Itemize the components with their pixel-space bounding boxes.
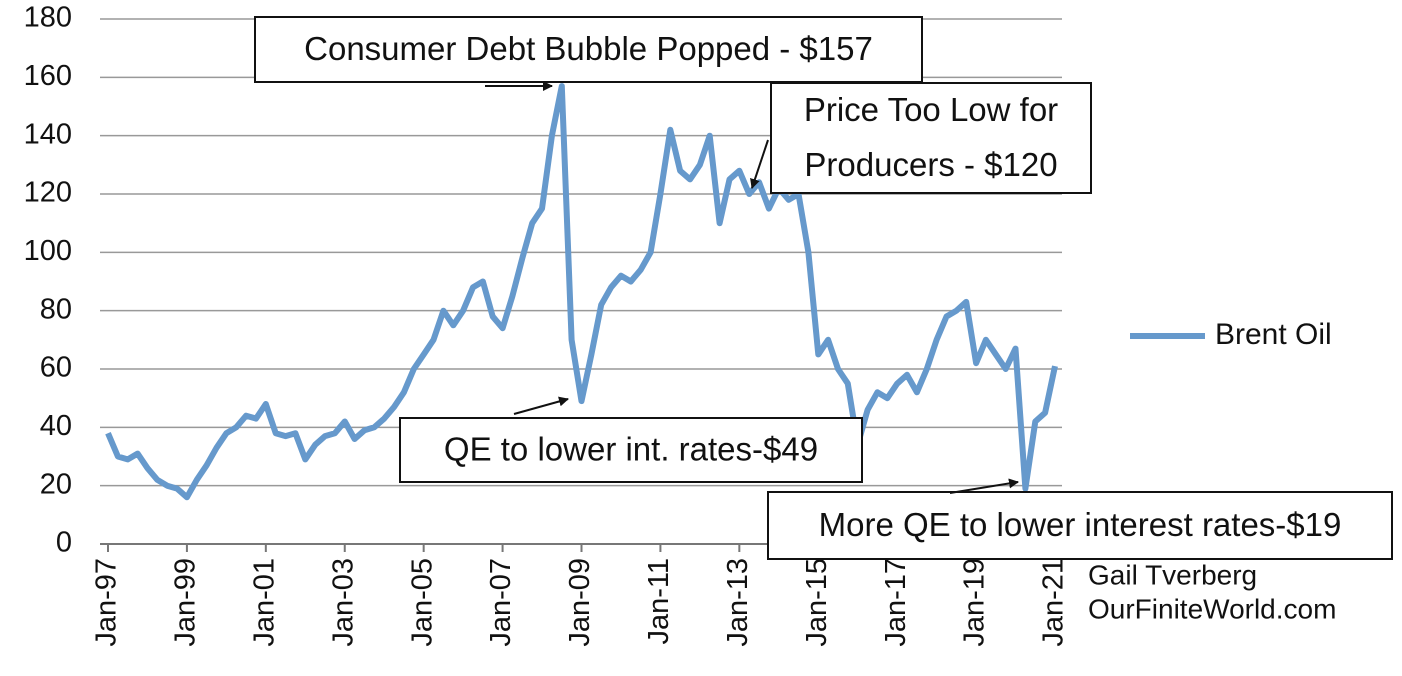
y-tick-label: 140 (24, 118, 72, 150)
x-tick-label: Jan-03 (327, 558, 359, 647)
credit: Gail Tverberg (1088, 559, 1257, 590)
annotation-arrow (513, 396, 569, 415)
y-tick-label: 80 (40, 293, 72, 325)
y-tick-label: 160 (24, 60, 72, 92)
y-tick-label: 40 (40, 410, 72, 442)
x-tick-label: Jan-01 (248, 558, 280, 647)
x-tick-label: Jan-11 (643, 558, 675, 645)
annotation-box (770, 82, 1092, 194)
annotation-text: Price Too Low for (804, 91, 1058, 128)
x-tick-label: Jan-21 (1038, 558, 1070, 647)
annotation-arrow (750, 139, 769, 189)
annotation-text: QE to lower int. rates-$49 (444, 431, 818, 468)
x-tick-label: Jan-09 (564, 558, 596, 647)
y-tick-label: 100 (24, 235, 72, 267)
x-tick-label: Jan-19 (959, 558, 991, 647)
y-tick-label: 180 (24, 2, 72, 34)
legend-label: Brent Oil (1215, 318, 1332, 351)
credit: OurFiniteWorld.com (1088, 593, 1336, 624)
y-tick-label: 0 (56, 527, 72, 559)
x-tick-label: Jan-15 (801, 558, 833, 647)
annotation-box (399, 417, 863, 483)
annotation-box (254, 16, 923, 83)
x-tick-label: Jan-07 (485, 558, 517, 647)
x-tick-label: Jan-97 (91, 558, 123, 647)
x-tick-label: Jan-99 (170, 558, 202, 647)
annotation-text: Producers - $120 (804, 146, 1057, 183)
annotation-box (767, 491, 1393, 560)
annotation-text: Consumer Debt Bubble Popped - $157 (304, 30, 873, 67)
y-tick-label: 20 (40, 468, 72, 500)
y-tick-label: 120 (24, 177, 72, 209)
annotation-text: More QE to lower interest rates-$19 (819, 506, 1342, 543)
data-line (105, 83, 1058, 501)
x-tick-label: Jan-17 (880, 558, 912, 647)
y-tick-label: 60 (40, 352, 72, 384)
x-tick-label: Jan-05 (406, 558, 438, 647)
annotation-arrow (949, 478, 1019, 494)
x-tick-label: Jan-13 (722, 558, 754, 647)
